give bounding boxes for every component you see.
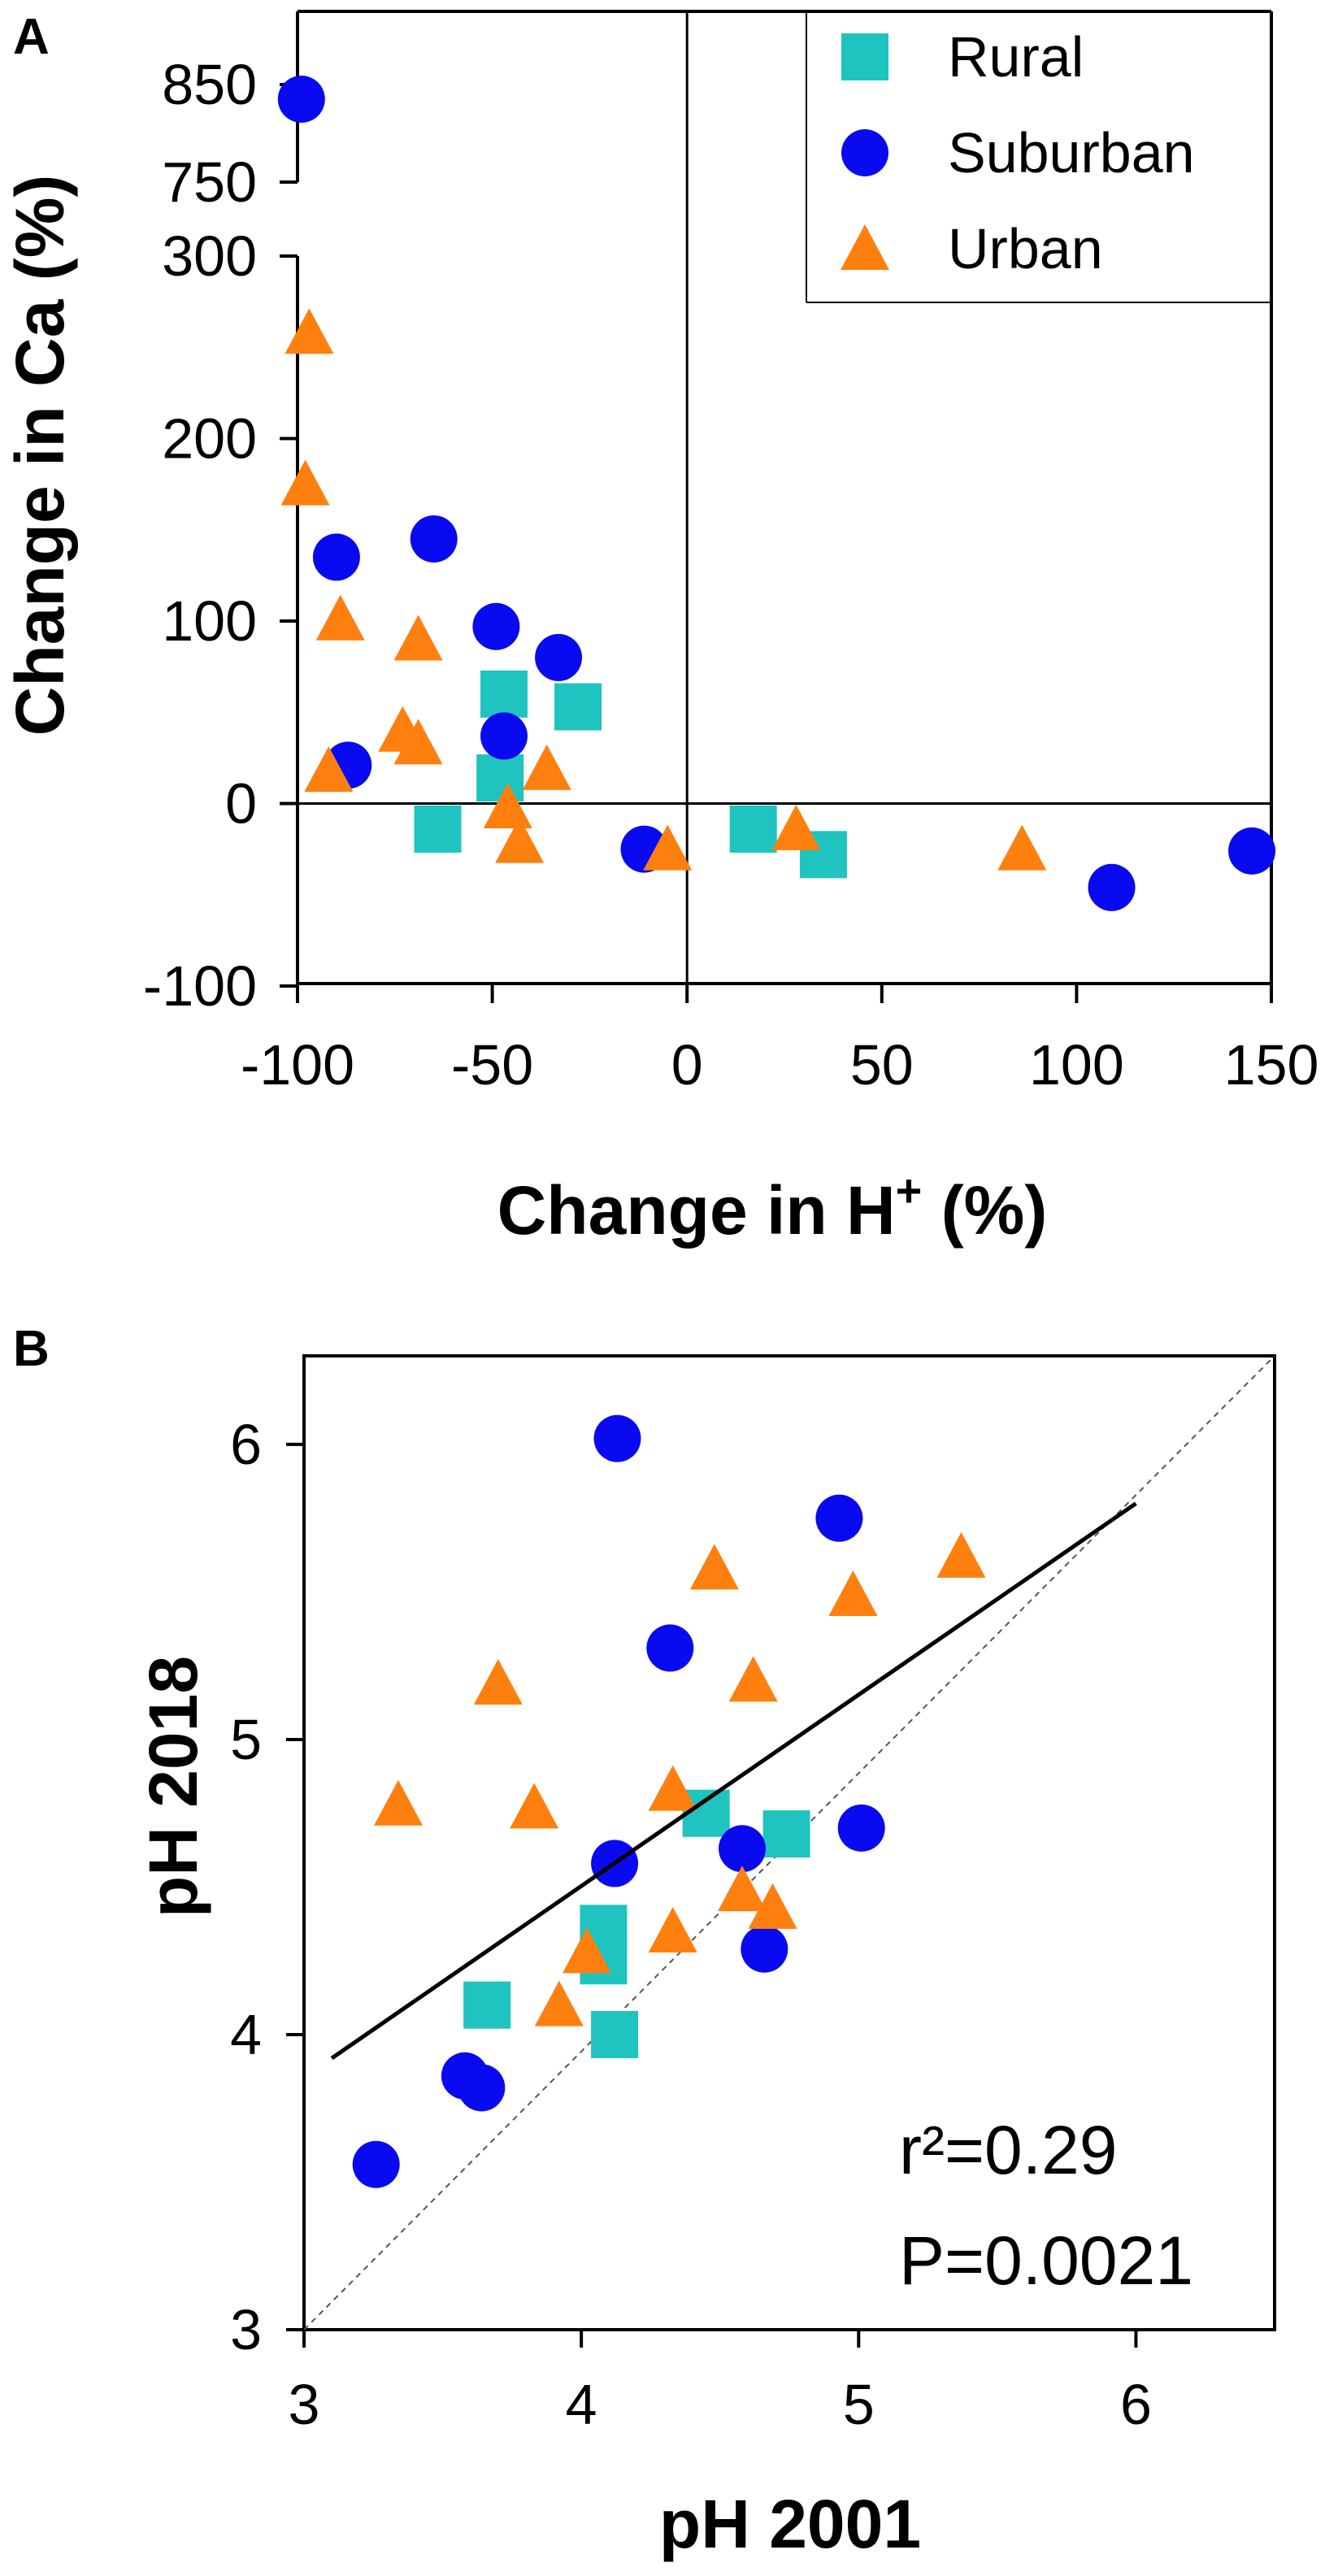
panel-b-regression-line (330, 1501, 1137, 2061)
panel-a-legend-marker (841, 224, 889, 270)
panel-a-point-rural (480, 670, 528, 718)
panel-a-x-axis-title-main: Change in H (497, 1172, 896, 1249)
panel-b-y-tick-label: 3 (230, 2298, 262, 2361)
panel-a-y-tick-label: 200 (162, 407, 257, 471)
panel-b-point-urban (689, 1544, 739, 1590)
panel-a-y-axis-title: Change in Ca (%) (2, 175, 78, 736)
panel-a-x-axis-title-superscript: + (896, 1165, 923, 1216)
panel-b-x-tick-label: 4 (566, 2373, 597, 2436)
panel-a-y-tick-label: 100 (162, 589, 257, 653)
panel-a-legend-label: Suburban (948, 121, 1195, 185)
panel-b-point-urban (473, 1658, 523, 1705)
panel-b-point-rural (591, 2010, 639, 2058)
panel-b-point-urban (648, 1765, 697, 1811)
panel-b-point-rural (463, 1981, 511, 2029)
panel-b-x-tick-label: 3 (289, 2373, 320, 2436)
panel-a-x-tick-label: -100 (241, 1033, 354, 1097)
panel-a-y-tick-label: 0 (225, 772, 257, 836)
panel-b-point-suburban (352, 2140, 400, 2188)
panel-b-point-suburban (593, 1414, 641, 1462)
panel-a-point-rural (554, 683, 602, 731)
panel-a-point-urban (771, 804, 821, 850)
panel-a-x-tick-label: 100 (1029, 1033, 1124, 1097)
panel-a-x-tick-label: 0 (671, 1033, 703, 1097)
panel-a-point-rural (414, 805, 462, 853)
panel-a-point-suburban (480, 712, 528, 760)
panel-b-point-urban (510, 1783, 559, 1829)
panel-b-point-urban (828, 1570, 878, 1617)
panel-b-point-urban (562, 1927, 611, 1974)
panel-a-point-rural (476, 754, 524, 802)
panel-a-point-urban (315, 594, 365, 641)
panel-a-x-tick-label: 50 (850, 1033, 914, 1097)
panel-a-y-tick-label-upper: 850 (162, 53, 257, 116)
panel-b-x-axis-title: pH 2001 (659, 2486, 921, 2562)
panel-b-point-suburban (719, 1825, 767, 1873)
panel-b-y-axis-title: pH 2018 (135, 1656, 211, 1918)
panel-a-legend-label: Rural (948, 25, 1084, 89)
panel-a-point-urban (393, 719, 443, 765)
panel-a-legend-marker (841, 129, 888, 176)
panel-a-point-suburban (410, 515, 458, 563)
panel-a-point-urban (304, 746, 354, 793)
panel-a-x-tick-label: 150 (1224, 1033, 1319, 1097)
panel-b-point-suburban (837, 1804, 885, 1852)
panel-b-y-tick-label: 5 (230, 1708, 262, 1771)
panel-a-legend-marker (841, 33, 888, 80)
panel-b-point-suburban (646, 1624, 694, 1672)
panel-a-point-urban (997, 824, 1047, 871)
panel-a-point-urban (495, 817, 545, 863)
panel-b-point-urban (728, 1656, 778, 1702)
panel-a-legend-label: Urban (948, 217, 1103, 280)
panel-b-y-tick-label: 4 (230, 2003, 262, 2066)
panel-b-point-suburban (815, 1494, 863, 1542)
panel-b-x-tick-label: 6 (1120, 2373, 1152, 2436)
panel-a-point-suburban (535, 633, 583, 681)
panel-b: B 3 4 5 6 3 4 5 6 pH 2001 pH 2018 r²=0.29 P=0.0021 (13, 1321, 1276, 2562)
panel-b-point-urban (936, 1531, 986, 1578)
panel-a-y-tick-label-upper: 750 (162, 150, 257, 214)
panel-b-point-urban (648, 1906, 697, 1953)
panel-a-y-tick-label: 300 (162, 224, 257, 288)
panel-a-point-urban (483, 782, 532, 828)
panel-b-point-urban (373, 1779, 423, 1826)
panel-b-x-tick-label: 5 (843, 2373, 875, 2436)
panel-a-point-rural (729, 805, 777, 853)
panel-b-point-suburban (741, 1925, 788, 1973)
panel-b-r2-annotation: r²=0.29 (899, 2112, 1118, 2188)
panel-b-plot-frame (302, 1354, 1276, 2331)
panel-a-point-urban (285, 308, 334, 354)
panel-a-point-urban (643, 824, 693, 871)
panel-a-point-urban (280, 459, 330, 506)
panel-a-point-urban (522, 744, 571, 790)
panel-b-y-tick-label: 6 (230, 1413, 262, 1476)
panel-a-letter: A (13, 9, 50, 65)
panel-b-point-rural (762, 1810, 810, 1858)
panel-a-point-urban (393, 615, 443, 661)
panel-a-point-suburban (1228, 827, 1276, 875)
panel-a-x-tick-label: -50 (451, 1033, 533, 1097)
panel-b-point-urban (534, 1980, 584, 2026)
panel-b-p-annotation: P=0.0021 (899, 2222, 1193, 2299)
panel-b-letter: B (13, 1321, 50, 1377)
panel-a-point-suburban (277, 76, 325, 123)
panel-b-point-suburban (458, 2064, 506, 2112)
panel-a-point-suburban (472, 602, 520, 650)
panel-a-point-suburban (1088, 863, 1136, 911)
panel-a-x-axis-title: Change in H+ (%) (497, 1165, 1048, 1249)
panel-a-point-suburban (312, 533, 360, 581)
panel-b-point-urban (718, 1866, 767, 1912)
panel-b-point-urban (748, 1883, 797, 1929)
panel-a: A -100 -50 0 50 100 150 -100 0 100 200 300 750 850 Cha… (2, 9, 1318, 1249)
panel-a-x-axis-title-suffix: (%) (922, 1172, 1047, 1249)
panel-a-y-tick-label: -100 (143, 954, 257, 1018)
